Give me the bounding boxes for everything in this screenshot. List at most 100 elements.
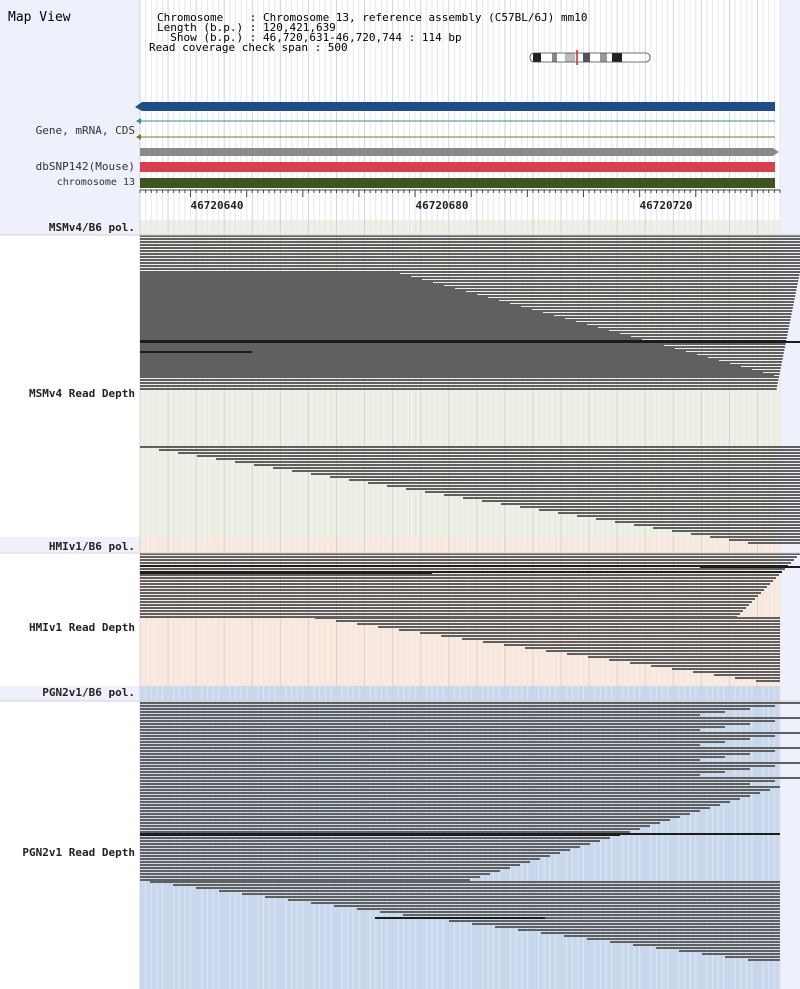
read [140, 870, 500, 872]
read [140, 610, 743, 612]
read [242, 893, 780, 895]
read [140, 382, 778, 384]
read [140, 795, 750, 797]
read [140, 819, 670, 821]
read [387, 485, 800, 487]
read [140, 359, 719, 361]
read [420, 632, 780, 634]
msm-pol-label: MSMv4/B6 pol. [48, 221, 135, 234]
read [140, 293, 477, 295]
read [463, 497, 800, 499]
read [140, 326, 598, 328]
read [140, 759, 700, 761]
read [140, 256, 800, 258]
read [140, 774, 700, 776]
read [140, 356, 708, 358]
read [173, 884, 780, 886]
read [140, 311, 543, 313]
read [140, 717, 800, 719]
read [140, 777, 800, 779]
read [140, 726, 725, 728]
read [693, 671, 780, 673]
read [140, 598, 755, 600]
hmi-pol-bg [0, 537, 140, 552]
read [504, 644, 780, 646]
gray-bar [140, 148, 779, 156]
read [140, 714, 700, 716]
read [140, 813, 690, 815]
ideogram-band [583, 53, 590, 62]
ideogram-band [575, 53, 583, 62]
read [311, 902, 780, 904]
read [140, 446, 800, 448]
ideogram-band [541, 53, 552, 62]
read [140, 604, 749, 606]
read [539, 509, 800, 511]
ideogram-band [530, 53, 533, 62]
read [140, 274, 800, 276]
read [254, 464, 800, 466]
ideogram-band [600, 53, 607, 62]
read [315, 617, 780, 619]
read [140, 592, 761, 594]
read [140, 741, 725, 743]
read [483, 641, 780, 643]
read [140, 840, 600, 842]
read [140, 849, 570, 851]
read [140, 574, 779, 576]
read-dark [700, 566, 800, 568]
read [140, 347, 675, 349]
read [140, 846, 580, 848]
read [140, 744, 700, 746]
read [140, 299, 499, 301]
read [140, 281, 433, 283]
read [140, 323, 587, 325]
read [140, 272, 400, 274]
read [729, 539, 800, 541]
read [140, 798, 740, 800]
read [273, 467, 800, 469]
read [140, 277, 799, 279]
read [140, 344, 664, 346]
read [140, 586, 767, 588]
dbsnp-bar [140, 162, 775, 172]
read [525, 647, 780, 649]
read [462, 638, 780, 640]
read [140, 753, 750, 755]
read [140, 562, 791, 564]
chromosome-track-label: chromosome 13 [56, 177, 135, 188]
read [140, 601, 752, 603]
read [564, 935, 780, 937]
read [140, 290, 466, 292]
read [140, 756, 725, 758]
read [140, 810, 700, 812]
read [219, 890, 780, 892]
read [609, 659, 780, 661]
read-dark [140, 572, 432, 574]
read [292, 470, 800, 472]
read [630, 662, 780, 664]
read [449, 920, 780, 922]
read [140, 747, 800, 749]
read-dark [140, 351, 252, 353]
show-info: Show (b.p.) : 46,720,631-46,720,744 : 11… [157, 31, 462, 44]
read [140, 873, 490, 875]
length-info: Length (b.p.) : 120,421,639 [157, 21, 336, 34]
read [159, 449, 800, 451]
hmi-pol-label: HMIv1/B6 pol. [48, 540, 135, 553]
read [140, 876, 480, 878]
read [357, 623, 780, 625]
read [140, 831, 630, 833]
read [596, 518, 800, 520]
read [140, 771, 725, 773]
read [748, 959, 780, 961]
read [140, 867, 510, 869]
read [748, 542, 800, 544]
read [140, 571, 782, 573]
gene-track-label: Gene, mRNA, CDS [35, 124, 135, 137]
read-dark [375, 917, 545, 919]
chromosome-info: Chromosome : Chromosome 13, reference as… [157, 11, 588, 24]
read [140, 607, 746, 609]
read [140, 275, 411, 277]
read [756, 680, 780, 682]
